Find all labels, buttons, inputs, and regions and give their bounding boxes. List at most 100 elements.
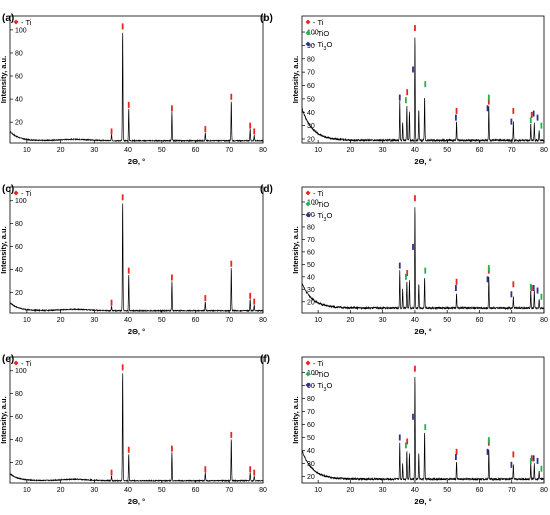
x-axis-title: 2Θ, ° (414, 157, 431, 166)
peak-marker-ti (230, 260, 233, 267)
peak-marker-ti3o (398, 262, 401, 269)
panel-label: (b) (260, 13, 273, 24)
x-axis-title: 2Θ, ° (128, 327, 145, 336)
peak-marker-ti3o (510, 291, 513, 298)
y-tick-label: 100 (307, 199, 319, 206)
peak-marker-ti3o (398, 94, 401, 101)
y-tick-label: 80 (15, 391, 23, 398)
y-tick-label: 70 (307, 70, 315, 77)
peak-marker-ti (249, 466, 252, 473)
y-tick-label: 40 (15, 97, 23, 104)
x-tick-label: 30 (90, 317, 98, 324)
y-tick-label: 20 (307, 136, 315, 143)
x-tick-label: 30 (90, 487, 98, 494)
panel-e: (e) 10 20 30 40 50 60 70 80 20 40 60 80 100 2Θ, ° Inten… (0, 354, 267, 506)
xrd-trace (10, 373, 263, 483)
x-tick-label: 80 (259, 147, 267, 154)
panel-label: (f) (260, 354, 270, 365)
peak-marker-ti (121, 23, 124, 30)
x-tick-label: 60 (192, 317, 200, 324)
y-tick-label: 30 (307, 287, 315, 294)
peak-marker-tio (487, 94, 490, 101)
y-axis-title: Intensity, a.u. (291, 396, 300, 443)
y-tick-label: 100 (307, 370, 319, 377)
x-tick-label: 10 (314, 487, 322, 494)
peak-marker-tio (404, 273, 407, 280)
x-tick-label: 50 (158, 317, 166, 324)
x-tick-label: 60 (192, 487, 200, 494)
x-tick-label: 60 (476, 317, 484, 324)
peak-marker-ti (230, 93, 233, 100)
legend-label: - Ti3O (313, 211, 332, 223)
peak-marker-ti (127, 101, 130, 108)
legend-label: - Ti (21, 18, 32, 27)
y-tick-label: 80 (307, 224, 315, 231)
y-tick-label: 90 (307, 212, 315, 219)
y-tick-label: 80 (307, 56, 315, 63)
x-tick-label: 70 (508, 487, 516, 494)
peak-marker-tio (529, 283, 532, 290)
peak-marker-ti (530, 111, 533, 118)
peak-marker-tio (540, 293, 543, 300)
peak-marker-ti (512, 451, 515, 458)
peak-marker-ti (110, 469, 113, 476)
plot-frame (9, 186, 264, 314)
legend-symbol-ti (305, 19, 311, 25)
y-tick-label: 50 (307, 96, 315, 103)
peak-marker-ti (204, 466, 207, 473)
x-tick-label: 30 (379, 487, 387, 494)
y-tick-label: 40 (15, 267, 23, 274)
peak-marker-ti (230, 431, 233, 438)
peak-marker-tio (529, 117, 532, 124)
peak-marker-ti (253, 128, 256, 135)
x-tick-label: 20 (57, 147, 65, 154)
y-tick-label: 60 (307, 249, 315, 256)
y-tick-label: 80 (307, 396, 315, 403)
peak-marker-ti (110, 128, 113, 135)
legend-symbol-tio (305, 201, 311, 207)
y-tick-label: 70 (307, 409, 315, 416)
y-axis-title: Intensity, a.u. (0, 56, 8, 103)
y-tick-label: 40 (307, 110, 315, 117)
peak-marker-ti3o (486, 276, 489, 283)
y-tick-label: 80 (15, 50, 23, 57)
peak-marker-ti (487, 98, 490, 105)
peak-marker-tio (540, 122, 543, 129)
x-tick-label: 70 (225, 317, 233, 324)
xrd-trace (302, 376, 544, 482)
x-tick-label: 80 (259, 317, 267, 324)
peak-marker-ti3o (536, 457, 539, 464)
peak-marker-ti3o (532, 285, 535, 292)
peak-marker-ti (455, 107, 458, 114)
x-tick-label: 70 (508, 147, 516, 154)
peak-marker-ti (110, 299, 113, 306)
x-tick-label: 40 (411, 147, 419, 154)
y-tick-label: 30 (307, 461, 315, 468)
x-tick-label: 20 (57, 317, 65, 324)
peak-marker-ti3o (532, 110, 535, 117)
y-tick-label: 70 (307, 237, 315, 244)
peak-marker-ti (127, 267, 130, 274)
peak-marker-ti3o (455, 285, 457, 292)
peak-marker-ti (127, 446, 130, 453)
peak-marker-ti (253, 469, 256, 476)
peak-marker-ti (414, 195, 416, 202)
y-tick-label: 100 (15, 27, 27, 34)
peak-marker-tio (424, 81, 427, 88)
legend-symbol-ti3o (305, 212, 311, 218)
peak-marker-tio (487, 437, 490, 444)
peak-marker-tio (404, 97, 407, 104)
peak-marker-ti (253, 298, 256, 305)
xrd-trace (10, 203, 263, 313)
peak-marker-ti3o (412, 243, 414, 250)
peak-marker-ti (204, 295, 207, 302)
legend-symbol-ti (13, 19, 19, 25)
y-tick-label: 100 (307, 30, 319, 37)
legend-symbol-ti3o (305, 41, 311, 47)
panel-c: (c) 10 20 30 40 50 60 70 80 20 40 60 80 100 2Θ, ° Inten… (0, 184, 267, 336)
legend-symbol-ti (305, 360, 311, 366)
legend-symbol-ti (13, 190, 19, 196)
x-tick-label: 60 (476, 487, 484, 494)
peak-marker-ti3o (510, 461, 513, 468)
y-tick-label: 20 (15, 120, 23, 127)
